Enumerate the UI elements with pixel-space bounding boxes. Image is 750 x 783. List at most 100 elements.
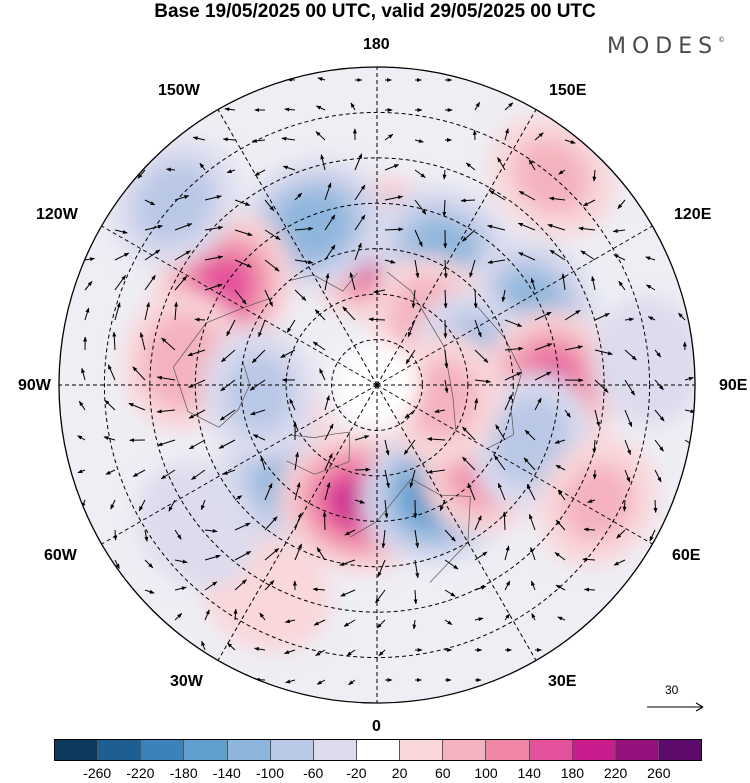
anomaly-neg-85w <box>202 326 317 461</box>
wind-arrow <box>624 439 631 456</box>
wind-arrow <box>234 199 251 206</box>
colorbar-swatch <box>55 740 99 760</box>
wind-arrow <box>474 551 488 561</box>
wind-arrow <box>316 547 326 561</box>
wind-arrow <box>442 199 447 217</box>
wind-arrow <box>583 527 596 532</box>
wind-arrow <box>592 439 597 454</box>
wind-arrow <box>204 255 224 261</box>
wind-arrow <box>280 349 296 358</box>
wind-arrow <box>502 511 507 531</box>
wind-arrow <box>226 319 236 337</box>
wind-arrow <box>524 429 536 441</box>
wind-arrow <box>462 229 476 242</box>
wind-arrow <box>504 128 509 141</box>
wind-arrow <box>254 647 266 651</box>
wind-arrow <box>444 349 449 369</box>
wind-arrow <box>144 529 149 542</box>
coastline <box>286 431 351 475</box>
wind-arrow <box>403 439 416 455</box>
wind-arrow <box>443 259 448 279</box>
wind-arrow <box>78 400 86 411</box>
wind-arrow <box>156 409 176 414</box>
wind-arrow <box>112 331 117 351</box>
wind-arrow <box>294 482 301 501</box>
wind-arrow <box>622 499 627 512</box>
wind-arrow <box>531 612 536 621</box>
wind-arrow <box>84 307 90 321</box>
wind-arrow <box>647 316 656 321</box>
wind-arrow <box>174 195 190 201</box>
wind-arrow <box>474 319 482 338</box>
wind-arrow <box>144 199 156 206</box>
colorbar-swatch <box>184 740 228 760</box>
wind-arrow <box>426 437 446 442</box>
wind-arrow <box>168 499 176 512</box>
colorbar-swatch <box>615 740 659 760</box>
wind-arrow <box>251 138 266 143</box>
lat-circle <box>285 293 469 477</box>
wind-arrow <box>219 409 236 421</box>
wind-arrow <box>174 275 188 291</box>
wind-arrow <box>555 519 566 531</box>
wind-arrow <box>444 619 453 626</box>
wind-arrow <box>114 275 126 291</box>
wind-arrow <box>412 619 417 630</box>
wind-arrow <box>200 499 206 511</box>
wind-arrow <box>107 364 116 381</box>
wind-arrow <box>594 312 610 321</box>
wind-arrow <box>294 259 314 265</box>
wind-arrow <box>294 543 303 561</box>
wind-arrow <box>104 399 116 411</box>
wind-arrow <box>474 379 492 384</box>
wind-arrow <box>342 306 356 321</box>
wind-scale-arrow-icon <box>647 702 704 712</box>
wind-arrow <box>528 513 536 531</box>
wind-arrow <box>161 337 176 351</box>
colorbar-tick-label: 180 <box>560 765 585 781</box>
colorbar-swatch <box>356 740 401 760</box>
wind-arrow <box>312 341 326 351</box>
wind-arrow <box>156 375 176 381</box>
wind-arrow <box>618 280 626 291</box>
wind-arrow <box>137 169 146 179</box>
wind-arrow <box>218 439 236 449</box>
wind-arrow <box>284 619 296 624</box>
wind-arrow <box>554 552 566 561</box>
wind-arrow <box>561 273 566 291</box>
colorbar-tick-label: 260 <box>647 765 671 781</box>
wind-arrow <box>251 349 266 364</box>
wind-arrow <box>549 249 566 261</box>
map-title: Base 19/05/2025 00 UTC, valid 29/05/2025… <box>154 1 596 22</box>
wind-arrow <box>249 379 266 391</box>
wind-arrow <box>439 499 446 512</box>
wind-arrow <box>414 138 424 143</box>
wind-arrow <box>132 469 146 477</box>
meridian <box>376 225 653 386</box>
wind-arrow <box>530 546 536 561</box>
colorbar-tick-label: -20 <box>346 765 367 781</box>
wind-arrow <box>324 395 330 411</box>
anomaly-pos-60e-out <box>538 437 658 568</box>
wind-arrow <box>591 275 596 291</box>
wind-arrow <box>654 409 665 422</box>
colorbar-swatch <box>98 740 142 760</box>
wind-arrow <box>427 469 446 474</box>
colorbar-swatch <box>400 740 444 760</box>
colorbar-tick-label: 140 <box>517 765 541 781</box>
wind-arrow <box>547 224 566 231</box>
colorbar-tick-label: 220 <box>603 765 628 781</box>
wind-arrow <box>654 349 662 358</box>
colorbar-tick-label: 20 <box>391 765 408 781</box>
wind-arrow <box>174 301 179 321</box>
wind-arrow <box>222 469 236 475</box>
wind-arrow <box>264 289 273 307</box>
colorbar-swatch <box>658 740 702 760</box>
wind-arrow <box>281 136 296 141</box>
lon-label-60e: 60E <box>672 547 701 564</box>
wind-arrow <box>324 482 331 501</box>
wind-arrow <box>646 284 656 291</box>
wind-arrow <box>320 154 326 171</box>
coastline <box>172 297 273 428</box>
